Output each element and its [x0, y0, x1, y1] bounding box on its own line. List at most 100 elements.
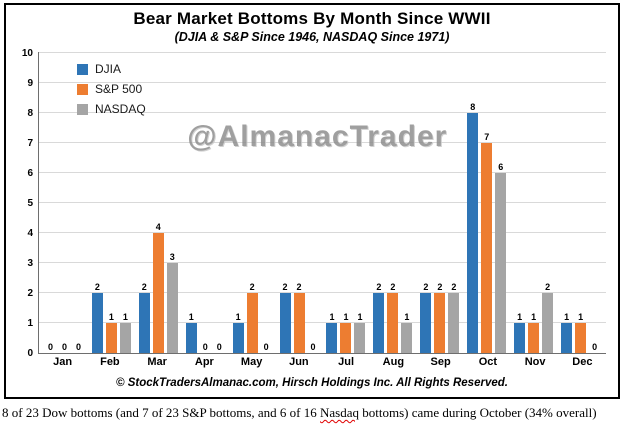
plot-row: 0 1 2 3 4 5 6 7 8 9 10 @AlmanacTrader DJIA S&P 500 N… [12, 48, 606, 359]
bar-value-label: 1 [404, 312, 410, 322]
legend-swatch [77, 103, 88, 115]
bar-djia [467, 113, 479, 353]
bar-value-label: 2 [249, 282, 255, 292]
bar-chart: Bear Market Bottoms By Month Since WWII … [4, 3, 620, 399]
bar-value-label: 0 [47, 342, 53, 352]
bar-value-label: 0 [310, 342, 316, 352]
bar-value-label: 1 [235, 312, 241, 322]
bar-s-p-500 [293, 293, 305, 353]
bar-col: 0 [72, 343, 84, 353]
bar-s-p-500 [246, 293, 258, 353]
bar-s-p-500 [152, 233, 164, 353]
bar-col: 2 [279, 283, 291, 353]
bar-col: 0 [260, 343, 272, 353]
bar-col: 0 [589, 343, 601, 353]
x-tick-label: Aug [382, 356, 405, 368]
bar-value-label: 4 [155, 222, 161, 232]
y-tick-label: 9 [27, 78, 33, 89]
bar-value-label: 1 [531, 312, 537, 322]
gridline [39, 112, 606, 113]
bar-value-label: 0 [216, 342, 222, 352]
caption-text: bottoms) came during October (34% overal… [359, 405, 597, 420]
bar-col: 2 [138, 283, 150, 353]
bar-s-p-500 [387, 293, 399, 353]
y-tick-label: 2 [27, 288, 33, 299]
bar-col: 2 [293, 283, 305, 353]
chart-footer: © StockTradersAlmanac.com, Hirsch Holdin… [116, 377, 508, 389]
bar-djia [420, 293, 432, 353]
caption: 8 of 23 Dow bottoms (and 7 of 23 S&P bot… [0, 399, 624, 421]
bar-value-label: 2 [451, 282, 457, 292]
bar-value-label: 1 [517, 312, 523, 322]
caption-word-misspelled: Nasdaq [320, 405, 360, 420]
y-tick-label: 3 [27, 258, 33, 269]
bar-value-label: 0 [75, 342, 81, 352]
bar-col: 2 [434, 283, 446, 353]
legend-label: DJIA [95, 62, 122, 76]
bar-col: 1 [185, 313, 197, 353]
y-tick-label: 0 [27, 348, 33, 359]
y-tick-label: 6 [27, 168, 33, 179]
bar-value-label: 2 [437, 282, 443, 292]
bar-col: 2 [246, 283, 258, 353]
bar-nasdaq [542, 293, 554, 353]
gridline [39, 172, 606, 173]
x-tick-label: Dec [572, 356, 593, 368]
bar-col: 4 [152, 223, 164, 353]
bar-col: 0 [58, 343, 70, 353]
legend-item-s-p-500: S&P 500 [77, 82, 146, 96]
bar-col: 2 [387, 283, 399, 353]
bar-value-label: 2 [423, 282, 429, 292]
bar-value-label: 2 [282, 282, 288, 292]
gridline [39, 202, 606, 203]
bar-djia [185, 323, 197, 353]
bar-djia [279, 293, 291, 353]
bar-group-mar: 2 4 3 [135, 52, 182, 353]
y-tick-label: 8 [27, 108, 33, 119]
legend-label: S&P 500 [95, 82, 143, 96]
bar-col: 2 [448, 283, 460, 353]
bar-col: 2 [420, 283, 432, 353]
bar-col: 1 [340, 313, 352, 353]
bar-nasdaq [166, 263, 178, 353]
legend-item-nasdaq: NASDAQ [77, 102, 146, 116]
x-tick-label: Mar [147, 356, 167, 368]
x-tick-label: Jul [338, 356, 355, 368]
y-tick-label: 1 [27, 318, 33, 329]
x-tick-label: Sep [430, 356, 451, 368]
bar-value-label: 0 [263, 342, 269, 352]
y-tick-label: 4 [27, 228, 33, 239]
x-tick-label: Nov [524, 356, 546, 368]
bar-value-label: 0 [61, 342, 67, 352]
bar-value-label: 1 [329, 312, 335, 322]
bar-nasdaq [448, 293, 460, 353]
bar-col: 8 [467, 103, 479, 353]
bar-value-label: 1 [188, 312, 194, 322]
caption-text: 8 of 23 Dow bottoms (and 7 of 23 S&P bot… [2, 405, 321, 420]
watermark: @AlmanacTrader [187, 120, 448, 153]
x-tick-label: Jan [53, 356, 73, 368]
bar-value-label: 6 [498, 162, 504, 172]
bar-col: 0 [307, 343, 319, 353]
bar-col: 1 [514, 313, 526, 353]
gridline [39, 262, 606, 263]
bar-col: 1 [354, 313, 366, 353]
legend-label: NASDAQ [95, 102, 146, 116]
bar-s-p-500 [528, 323, 540, 353]
bar-col: 1 [105, 313, 117, 353]
bar-djia [91, 293, 103, 353]
bar-col: 0 [199, 343, 211, 353]
y-tick-label: 7 [27, 138, 33, 149]
bar-value-label: 2 [390, 282, 396, 292]
gridline [39, 232, 606, 233]
page: Bear Market Bottoms By Month Since WWII … [0, 3, 624, 447]
